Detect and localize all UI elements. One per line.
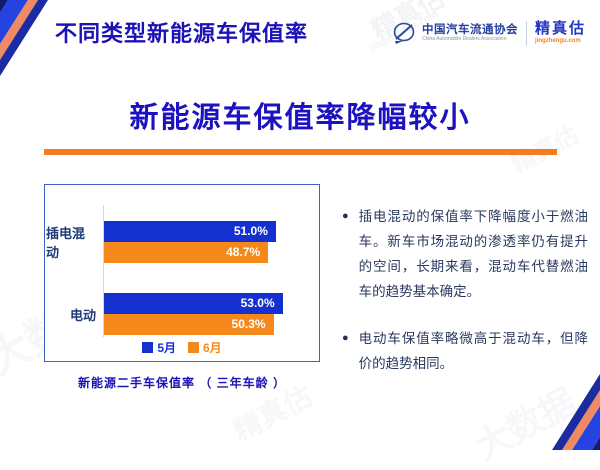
bar-value-label: 53.0% [240, 296, 275, 310]
bar-5月-插电混动: 51.0% [104, 221, 276, 242]
slide-heading: 新能源车保值率降幅较小 [129, 102, 471, 134]
legend-label: 6月 [203, 341, 222, 355]
org-name-block: 中国汽车流通协会 China Automobile Dealers Associ… [422, 24, 518, 43]
category-label: 插电混动 [46, 226, 86, 260]
bullet-list: ● 插电混动的保值率下降幅度小于燃油车。新车市场混动的渗透率仍有提升的空间，长期… [342, 204, 588, 398]
category-label: 电动 [69, 307, 96, 323]
legend-label: 5月 [157, 341, 176, 355]
legend-item-5月: 5月 [142, 339, 176, 356]
bar-group: 插电混动 51.0% 48.7% [46, 221, 313, 263]
brand-url: jingzhengu.com [534, 38, 581, 45]
bullet-text: 插电混动的保值率下降幅度小于燃油车。新车市场混动的渗透率仍有提升的空间，长期来看… [358, 209, 588, 299]
org-name-en: China Automobile Dealers Association [421, 35, 507, 42]
bar-value-label: 50.3% [231, 317, 266, 331]
legend-swatch-icon [188, 342, 199, 353]
heading-underline [44, 149, 557, 155]
bullet-item: ● 插电混动的保值率下降幅度小于燃油车。新车市场混动的渗透率仍有提升的空间，长期… [342, 204, 588, 304]
bar-5月-电动: 53.0% [104, 293, 283, 314]
bullet-dot-icon: ● [342, 210, 349, 222]
chart-plot: 插电混动 51.0% 48.7% 电动 53.0% 50.3% [46, 205, 313, 337]
bar-value-label: 48.7% [226, 245, 261, 259]
chart-card: 插电混动 51.0% 48.7% 电动 53.0% 50.3% 5月 6月 [44, 184, 320, 362]
page-title: 不同类型新能源车保值率 [55, 21, 309, 46]
bar-6月-插电混动: 48.7% [104, 242, 269, 263]
brand-name: 精真估 [534, 20, 586, 38]
logo-divider [525, 20, 527, 46]
brand-block: 精真估 jingzhengu.com [535, 20, 586, 45]
bullet-text: 电动车保值率略微高于混动车，但降价的趋势相同。 [358, 331, 588, 371]
chart-caption: 新能源二手车保值率 （ 三年车龄 ） [77, 376, 286, 390]
legend-item-6月: 6月 [188, 339, 222, 356]
bullet-item: ● 电动车保值率略微高于混动车，但降价的趋势相同。 [342, 326, 588, 376]
legend-swatch-icon [142, 342, 154, 353]
bullet-dot-icon: ● [342, 332, 349, 344]
bar-group: 电动 53.0% 50.3% [70, 293, 313, 335]
corner-stripes-top-left [0, 0, 48, 76]
header-logo: 中国汽车流通协会 China Automobile Dealers Associ… [391, 20, 586, 46]
cada-logo-icon [393, 22, 415, 44]
chart-legend: 5月 6月 [45, 339, 319, 356]
org-name-cn: 中国汽车流通协会 [421, 23, 518, 36]
bar-6月-电动: 50.3% [104, 314, 274, 335]
bar-value-label: 51.0% [233, 224, 268, 238]
